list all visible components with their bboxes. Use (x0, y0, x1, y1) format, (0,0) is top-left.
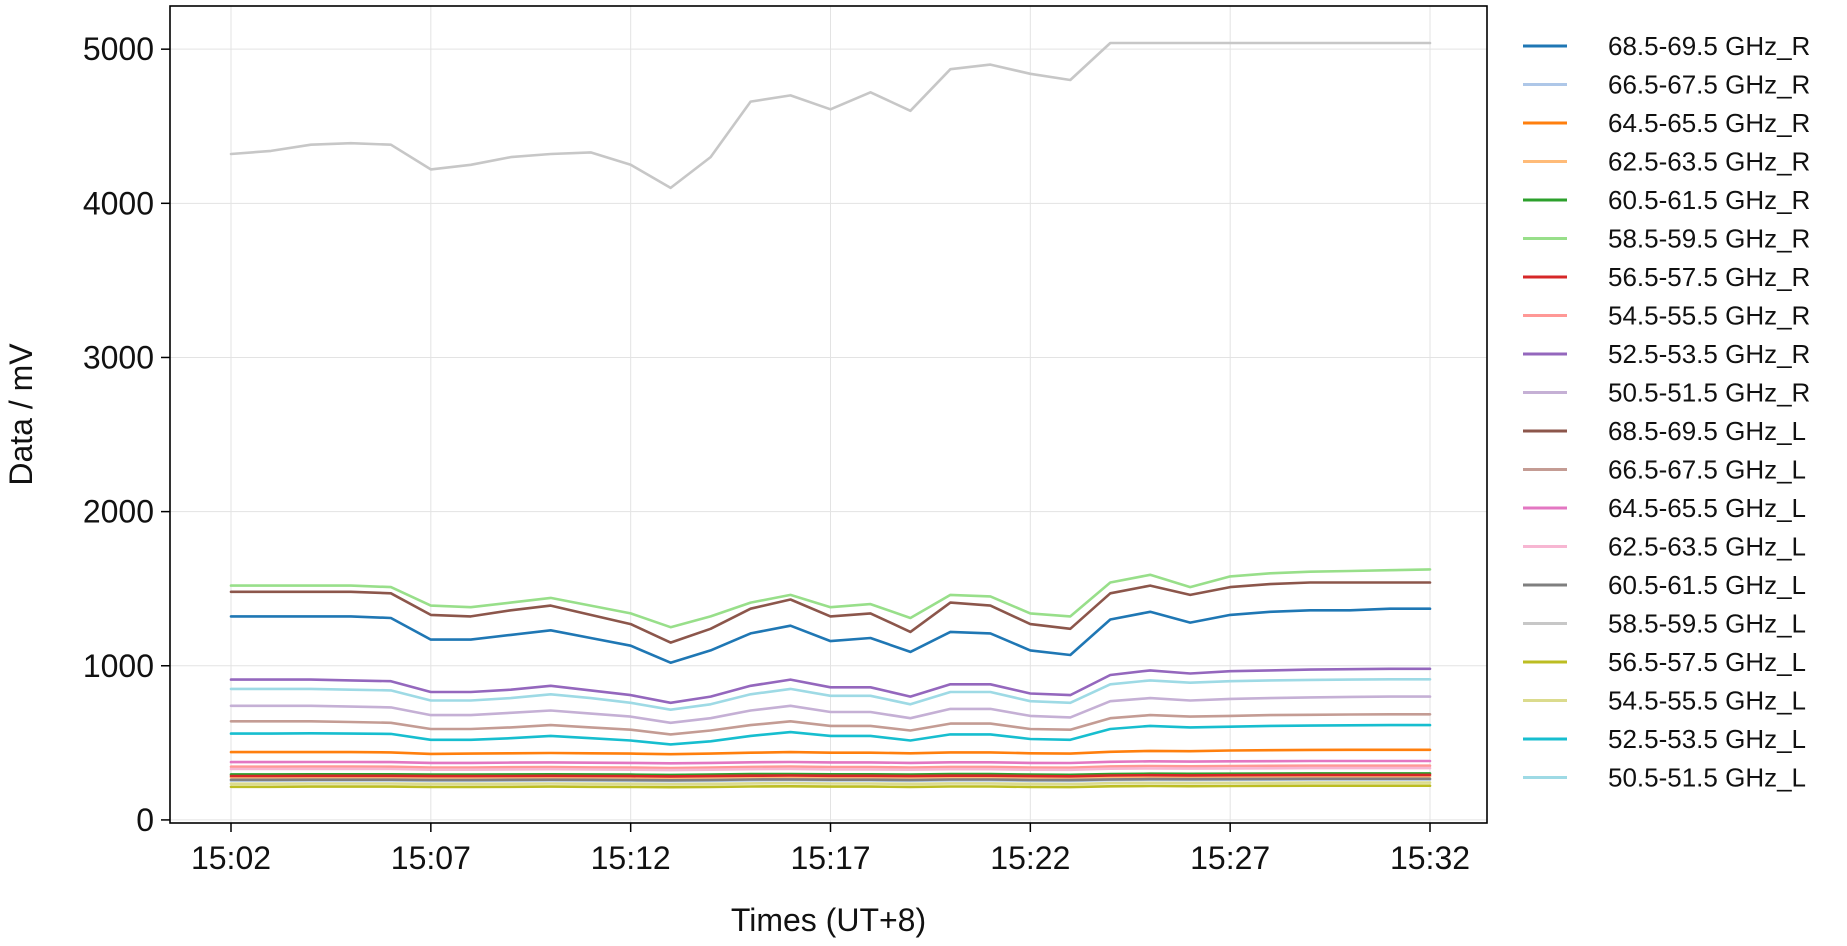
legend-label: 62.5-63.5 GHz_R (1608, 147, 1810, 177)
series-line-1 (229, 607, 1432, 665)
legend-label: 62.5-63.5 GHz_L (1608, 532, 1806, 562)
legend: 68.5-69.5 GHz_R 66.5-67.5 GHz_R 64.5-65.5 … (1523, 31, 1810, 793)
legend-label: 64.5-65.5 GHz_R (1608, 108, 1810, 138)
grid-lines (170, 6, 1487, 823)
legend-label: 52.5-53.5 GHz_R (1608, 339, 1810, 369)
legend-label: 68.5-69.5 GHz_L (1608, 416, 1806, 446)
series-line-4 (229, 775, 1432, 780)
x-tick-label: 15:17 (790, 840, 870, 876)
x-tick-label: 15:12 (591, 840, 671, 876)
y-tick-label: 4000 (83, 185, 154, 221)
series-lines (229, 41, 1432, 789)
plot-area-frame (169, 5, 1488, 824)
legend-label: 52.5-53.5 GHz_L (1608, 724, 1806, 754)
legend-label: 56.5-57.5 GHz_R (1608, 262, 1810, 292)
x-tick-label: 15:07 (391, 840, 471, 876)
y-tick-label: 3000 (83, 339, 154, 375)
series-line-15 (229, 777, 1432, 782)
series-line-11 (229, 581, 1432, 644)
series-line-6 (229, 568, 1432, 629)
legend-label: 54.5-55.5 GHz_L (1608, 686, 1806, 716)
y-tick-label: 2000 (83, 494, 154, 530)
legend-label: 60.5-61.5 GHz_L (1608, 570, 1806, 600)
x-tick-label: 15:02 (191, 840, 271, 876)
y-axis-ticks: 0 1000 2000 3000 4000 5000 (83, 31, 170, 838)
series-line-3 (229, 748, 1432, 756)
legend-label: 68.5-69.5 GHz_R (1608, 31, 1810, 61)
legend-label: 60.5-61.5 GHz_R (1608, 185, 1810, 215)
y-tick-label: 0 (136, 802, 154, 838)
y-tick-label: 1000 (83, 648, 154, 684)
legend-label: 64.5-65.5 GHz_L (1608, 493, 1806, 523)
y-tick-label: 5000 (83, 31, 154, 67)
series-line-16 (229, 41, 1432, 190)
legend-label: 58.5-59.5 GHz_L (1608, 609, 1806, 639)
series-line-18 (229, 781, 1432, 786)
legend-label: 58.5-59.5 GHz_R (1608, 224, 1810, 254)
x-tick-label: 15:32 (1390, 840, 1470, 876)
legend-label: 66.5-67.5 GHz_L (1608, 455, 1806, 485)
series-line-14 (229, 766, 1432, 772)
x-axis-label: Times (UT+8) (731, 902, 926, 938)
series-line-9 (229, 667, 1432, 705)
legend-label: 50.5-51.5 GHz_R (1608, 378, 1810, 408)
series-line-19 (229, 723, 1432, 746)
x-tick-label: 15:27 (1190, 840, 1270, 876)
series-line-13 (229, 759, 1432, 765)
series-line-20 (229, 677, 1432, 712)
legend-label: 50.5-51.5 GHz_L (1608, 763, 1806, 793)
legend-label: 56.5-57.5 GHz_L (1608, 647, 1806, 677)
series-line-10 (229, 695, 1432, 725)
legend-label: 54.5-55.5 GHz_R (1608, 301, 1810, 331)
y-axis-label: Data / mV (3, 343, 39, 486)
x-axis-ticks: 15:02 15:07 15:12 15:17 15:22 15:27 15:32 (191, 823, 1470, 876)
series-line-7 (229, 773, 1432, 778)
series-line-17 (229, 784, 1432, 789)
x-tick-label: 15:22 (990, 840, 1070, 876)
series-line-5 (229, 772, 1432, 777)
legend-label: 66.5-67.5 GHz_R (1608, 70, 1810, 100)
series-line-8 (229, 764, 1432, 770)
series-line-12 (229, 712, 1432, 736)
